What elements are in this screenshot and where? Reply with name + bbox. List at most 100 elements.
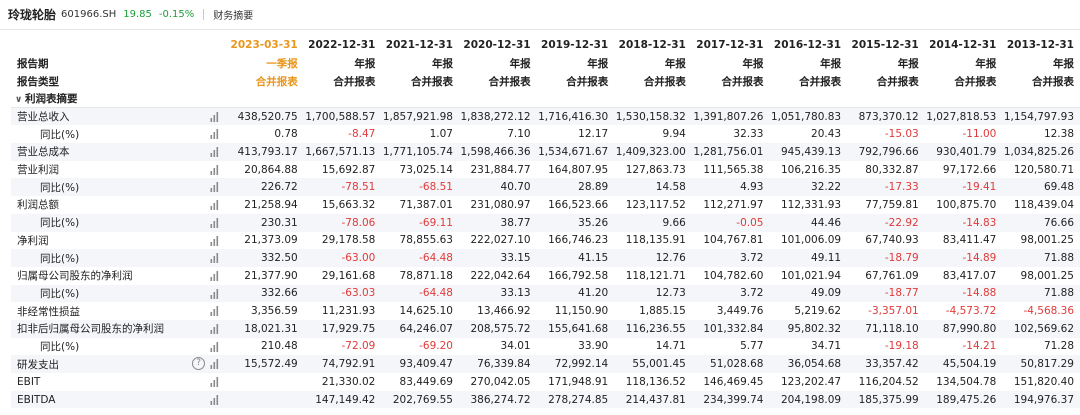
value-cell: 202,769.55 bbox=[381, 390, 459, 409]
value-cell: 1,667,571.13 bbox=[303, 143, 382, 161]
table-row: 同比(%) 226.72 -78.51 -68.51 40.70 28.89 14.58 4.… bbox=[11, 178, 1080, 197]
value-cell: -17.33 bbox=[847, 178, 925, 197]
bar-chart-icon[interactable] bbox=[210, 200, 220, 211]
empty-cell bbox=[1002, 90, 1080, 109]
row-label-text: 扣非后归属母公司股东的净利润 bbox=[17, 323, 164, 336]
report-type-label: 报告类型 bbox=[17, 75, 59, 88]
row-label-text: 营业总收入 bbox=[17, 111, 70, 124]
period-header[interactable]: 2016-12-31 bbox=[773, 39, 842, 51]
section-toggle[interactable]: ∨ 利润表摘要 bbox=[11, 90, 227, 109]
value-cell: 71,387.01 bbox=[399, 198, 453, 211]
bar-chart-icon[interactable] bbox=[210, 323, 220, 334]
value-cell bbox=[226, 390, 304, 409]
value-cell: 155,641.68 bbox=[536, 319, 615, 338]
value-cell: -18.77 bbox=[847, 284, 925, 303]
value-cell: 1,034,825.26 bbox=[1002, 143, 1080, 161]
period-header[interactable]: 2017-12-31 bbox=[696, 39, 764, 51]
bar-chart-icon[interactable] bbox=[210, 377, 220, 387]
value-cell: 386,274.72 bbox=[458, 390, 537, 409]
value-cell: 873,370.12 bbox=[847, 107, 925, 126]
period-header[interactable]: 2019-12-31 bbox=[541, 39, 609, 51]
value-cell: 98,001.25 bbox=[1020, 234, 1074, 247]
value-cell: 1,598,466.36 bbox=[458, 143, 537, 161]
period-header[interactable]: 2014-12-31 bbox=[929, 39, 997, 51]
value-cell: 28.89 bbox=[536, 178, 615, 197]
stock-header: 玲珑轮胎 601966.SH 19.85 -0.15% 财务摘要 bbox=[0, 0, 1080, 30]
row-label: 非经常性损益 bbox=[11, 302, 226, 320]
value-cell: 930,401.79 bbox=[924, 143, 1003, 161]
value-cell: 210.48 bbox=[260, 340, 298, 353]
value-cell: 9.94 bbox=[662, 128, 686, 141]
row-label: 营业总收入 bbox=[11, 107, 227, 126]
bar-chart-icon[interactable] bbox=[210, 235, 220, 246]
value-cell: 29,178.58 bbox=[321, 234, 376, 247]
value-cell: 76,339.84 bbox=[458, 355, 537, 373]
value-cell: 41.20 bbox=[536, 284, 615, 303]
period-kind: 年报 bbox=[1053, 57, 1074, 70]
value-cell: 146,469.45 bbox=[703, 375, 764, 388]
value-cell: 118,136.52 bbox=[625, 375, 686, 388]
period-header[interactable]: 2021-12-31 bbox=[385, 39, 453, 51]
section-row[interactable]: ∨ 利润表摘要 bbox=[11, 90, 1080, 109]
value-cell: 1,885.15 bbox=[639, 305, 686, 318]
bar-chart-icon[interactable] bbox=[210, 288, 220, 299]
value-cell: 1,838,272.12 bbox=[458, 107, 537, 126]
period-kind: 一季报 bbox=[266, 57, 298, 70]
period-header[interactable]: 2013-12-31 bbox=[1006, 39, 1074, 51]
value-cell: 231,080.97 bbox=[470, 198, 531, 211]
value-cell: -14.88 bbox=[924, 284, 1003, 303]
period-header[interactable]: 2018-12-31 bbox=[618, 39, 686, 51]
value-cell: 33.90 bbox=[578, 340, 609, 353]
value-cell: 222,027.10 bbox=[470, 234, 531, 247]
bar-chart-icon[interactable] bbox=[210, 164, 220, 175]
table-row: 营业总成本 413,793.17 1,667,571.13 1,771,105.74 1… bbox=[11, 143, 1080, 161]
value-cell: 101,332.84 bbox=[691, 319, 770, 338]
report-type: 合并报表 bbox=[721, 75, 764, 88]
bar-chart-icon[interactable] bbox=[210, 129, 220, 140]
bar-chart-icon[interactable] bbox=[210, 306, 220, 317]
bar-chart-icon[interactable] bbox=[210, 359, 220, 370]
bar-chart-icon[interactable] bbox=[210, 182, 220, 193]
value-cell: 204,198.09 bbox=[769, 390, 848, 409]
row-label: 扣非后归属母公司股东的净利润 bbox=[11, 319, 227, 338]
bar-chart-icon[interactable] bbox=[210, 270, 220, 281]
table-row: 归属母公司股东的净利润 21,377.90 29,161.68 78,871.18 22… bbox=[11, 267, 1080, 285]
bar-chart-icon[interactable] bbox=[210, 341, 220, 352]
bar-chart-icon[interactable] bbox=[210, 112, 220, 123]
empty-cell bbox=[847, 90, 925, 109]
period-header[interactable]: 2020-12-31 bbox=[463, 39, 531, 51]
value-cell: 12.38 bbox=[1043, 128, 1074, 141]
value-cell: 1,027,818.53 bbox=[924, 107, 1003, 126]
value-cell: 194,976.37 bbox=[1002, 390, 1080, 409]
chevron-down-icon[interactable]: ∨ bbox=[15, 95, 23, 106]
report-type: 合并报表 bbox=[643, 75, 686, 88]
value-cell: 33,357.42 bbox=[847, 355, 925, 373]
bar-chart-icon[interactable] bbox=[210, 394, 220, 405]
bar-chart-icon[interactable] bbox=[210, 147, 220, 158]
value-cell: -64.48 bbox=[381, 284, 459, 303]
period-kind: 年报 bbox=[431, 57, 453, 70]
header-row-report-type: 报告类型 合并报表 合并报表 合并报表 合并报表 合并报表 合并报表 合并报表 合并报表 合并报表… bbox=[11, 72, 1080, 90]
row-label-text: 归属母公司股东的净利润 bbox=[17, 270, 133, 283]
financial-summary-table-container[interactable]: 2023-03-31 2022-12-31 2021-12-31 2020-12-31… bbox=[11, 36, 1080, 415]
value-cell: 222,042.64 bbox=[470, 269, 531, 282]
value-cell: 104,782.60 bbox=[703, 269, 764, 282]
value-cell: -78.51 bbox=[303, 178, 382, 197]
value-cell: 123,117.52 bbox=[625, 198, 686, 211]
bar-chart-icon[interactable] bbox=[210, 253, 220, 264]
help-icon[interactable]: ? bbox=[192, 357, 206, 371]
row-label: 研发支出? bbox=[11, 355, 227, 373]
value-cell: 71,118.10 bbox=[847, 319, 925, 338]
empty-cell bbox=[924, 90, 1003, 109]
value-cell: 49.11 bbox=[769, 249, 848, 267]
period-header[interactable]: 2023-03-31 bbox=[230, 39, 298, 51]
bar-chart-icon[interactable] bbox=[210, 217, 220, 228]
value-cell: -15.03 bbox=[884, 128, 919, 141]
period-kind: 年报 bbox=[897, 57, 919, 70]
value-cell: 164,807.95 bbox=[548, 163, 609, 176]
period-header[interactable]: 2015-12-31 bbox=[851, 39, 919, 51]
period-header[interactable]: 2022-12-31 bbox=[308, 39, 376, 51]
value-cell: 12.17 bbox=[578, 128, 609, 141]
value-cell: 78,855.63 bbox=[399, 234, 453, 247]
table-row: 营业总收入 438,520.75 1,700,588.57 1,857,921.98 1… bbox=[11, 107, 1080, 126]
